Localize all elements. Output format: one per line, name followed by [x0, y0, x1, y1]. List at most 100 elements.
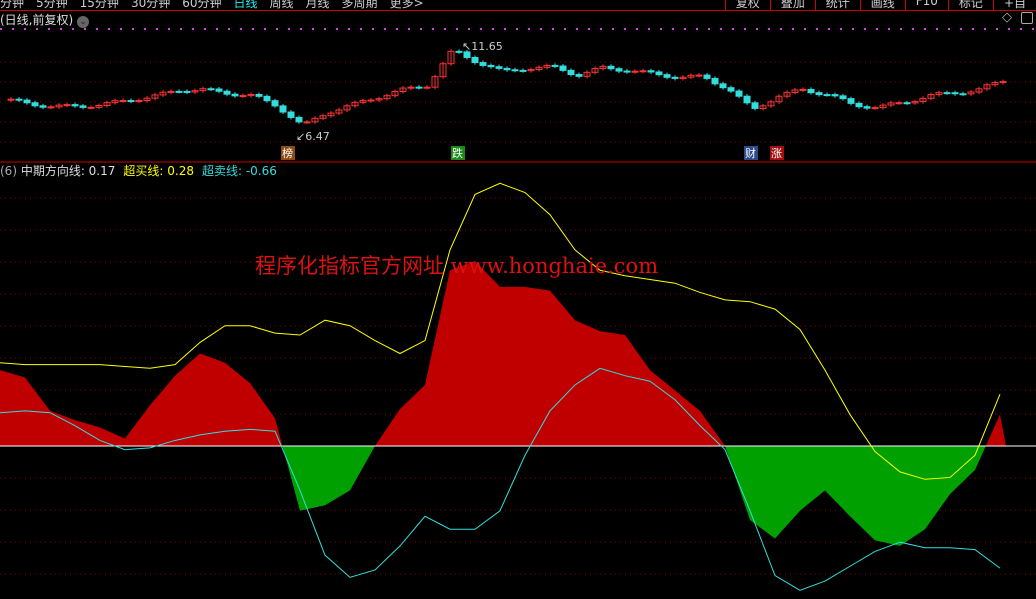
- candle-body: [799, 88, 807, 91]
- high-price-label: ↖11.65: [462, 40, 503, 53]
- event-marker: [770, 146, 784, 160]
- title-text: (日线,前复权): [0, 13, 74, 27]
- candle-body: [703, 74, 711, 79]
- period-tab[interactable]: 多周期: [341, 0, 378, 10]
- candle-body: [855, 102, 863, 108]
- candle-body: [791, 89, 799, 93]
- candle-body: [631, 70, 639, 73]
- candle-body: [759, 105, 767, 109]
- candle-body: [639, 70, 647, 73]
- candle-body: [623, 70, 631, 73]
- candle-body: [559, 65, 567, 71]
- candle-body: [415, 86, 423, 89]
- period-tab[interactable]: 60分钟: [182, 0, 222, 10]
- candle-body: [599, 65, 607, 69]
- event-marker-label: 财: [745, 146, 756, 160]
- period-tab[interactable]: 日线: [233, 0, 258, 10]
- period-tab[interactable]: 5分钟: [36, 0, 68, 10]
- candle-body: [375, 98, 383, 101]
- candle-body: [303, 121, 311, 124]
- candle-body: [439, 63, 447, 78]
- candle-body: [887, 102, 895, 106]
- tool-button[interactable]: 统计: [814, 0, 860, 10]
- event-marker-label: 涨: [771, 147, 782, 160]
- candle-body: [287, 111, 295, 118]
- candle-body: [47, 106, 55, 109]
- candle-body: [783, 91, 791, 97]
- legend-item: 超买线: 0.28: [123, 164, 194, 178]
- candle-body: [511, 69, 519, 72]
- candle-body: [927, 94, 935, 99]
- candle-body: [471, 56, 479, 64]
- diamond-icon[interactable]: ◇: [1002, 10, 1012, 25]
- candle-body: [735, 90, 743, 97]
- candle-body: [207, 88, 215, 91]
- chart-title: (日线,前复权) ⌄: [0, 11, 90, 28]
- candle-body: [983, 84, 991, 90]
- candle-body: [991, 82, 999, 86]
- candle-body: [655, 71, 663, 76]
- chevron-down-icon[interactable]: ⌄: [77, 16, 90, 28]
- candle-body: [607, 65, 615, 70]
- tool-button[interactable]: F10: [904, 0, 948, 10]
- candle-body: [383, 95, 391, 100]
- candle-body: [231, 93, 239, 97]
- tool-button[interactable]: 叠加: [769, 0, 815, 10]
- indicator-legend: (6) 中期方向线: 0.17 超买线: 0.28 超卖线: -0.66: [0, 162, 285, 179]
- period-tab[interactable]: 月线: [305, 0, 330, 10]
- period-tab[interactable]: 分钟: [0, 0, 25, 10]
- candle-body: [7, 98, 15, 101]
- candle-body: [79, 105, 87, 108]
- event-marker: [744, 146, 758, 160]
- candle-body: [55, 104, 63, 108]
- candle-body: [495, 66, 503, 69]
- candle-body: [583, 71, 591, 77]
- legend-item: 超卖线: -0.66: [201, 164, 277, 178]
- candle-body: [263, 95, 271, 102]
- candle-body: [575, 74, 583, 77]
- candle-body: [223, 90, 231, 95]
- candle-body: [271, 100, 279, 107]
- overbought-line: [0, 182, 1001, 480]
- candle-body: [839, 95, 847, 100]
- candle-body: [535, 66, 543, 70]
- candle-body: [871, 107, 879, 110]
- candle-body: [127, 100, 135, 103]
- candle-body: [487, 64, 495, 68]
- period-tab[interactable]: 更多>: [389, 0, 424, 10]
- candle-body: [23, 99, 31, 104]
- candle-body: [479, 62, 487, 66]
- tool-button[interactable]: +自: [992, 0, 1036, 10]
- positive-area: [0, 261, 1006, 446]
- candle-body: [863, 106, 871, 109]
- period-tab[interactable]: 周线: [269, 0, 294, 10]
- candle-body: [647, 70, 655, 73]
- candle-body: [767, 101, 775, 107]
- candle-body: [367, 99, 375, 102]
- candle-body: [815, 92, 823, 96]
- period-tab[interactable]: 15分钟: [79, 0, 119, 10]
- candle-body: [143, 97, 151, 102]
- candle-body: [551, 64, 559, 67]
- tool-button[interactable]: 画线: [859, 0, 905, 10]
- candle-body: [151, 94, 159, 99]
- panel-toggle-icon[interactable]: [1021, 12, 1033, 24]
- candle-body: [975, 88, 983, 93]
- candle-body: [135, 100, 143, 103]
- candle-body: [183, 90, 191, 93]
- candle-body: [431, 76, 439, 88]
- candle-body: [911, 101, 919, 104]
- tool-button[interactable]: 标记: [947, 0, 993, 10]
- candle-body: [39, 105, 47, 108]
- candle-body: [967, 91, 975, 95]
- candle-body: [311, 117, 319, 123]
- candle-body: [119, 100, 127, 103]
- candle-body: [503, 67, 511, 71]
- candle-body: [775, 95, 783, 103]
- tool-button[interactable]: 复权: [724, 0, 770, 10]
- event-marker-label: 跌: [452, 146, 463, 160]
- candle-body: [391, 90, 399, 97]
- candle-body: [215, 88, 223, 92]
- period-tab[interactable]: 30分钟: [130, 0, 171, 10]
